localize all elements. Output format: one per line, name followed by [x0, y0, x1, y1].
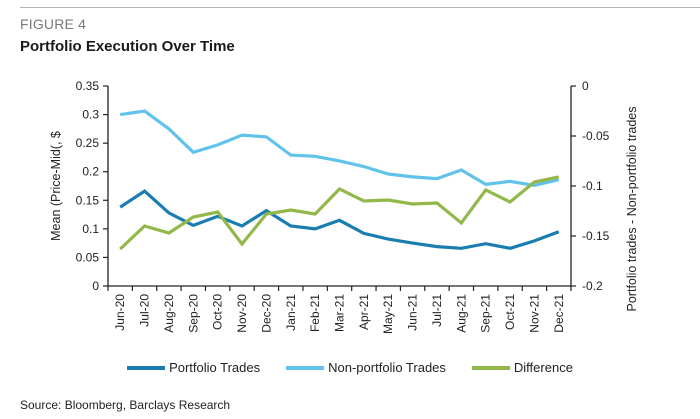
y-tick-label: 0.25	[76, 136, 100, 150]
y-axis-title: Mean (Price-Mid(, $	[49, 131, 63, 241]
y2-axis-title: Portfolio trades - Non-portfolio trades	[625, 107, 639, 312]
series-line-portfolio-trades	[119, 189, 560, 250]
x-tick-label: Sep-20	[186, 294, 200, 333]
x-tick-label: Mar-21	[333, 294, 347, 332]
series-line-non-portfolio-trades	[119, 109, 560, 188]
x-tick-label: Aug-21	[454, 294, 468, 333]
y-tick-label: 0.35	[76, 79, 100, 93]
x-tick-label: Jun-20	[113, 294, 127, 331]
legend-label-difference: Difference	[513, 360, 573, 375]
x-tick-label: Apr-21	[357, 294, 371, 330]
legend-item-portfolio: Portfolio Trades	[127, 360, 260, 375]
y2-tick-label: -0.05	[582, 129, 610, 143]
x-tick-label: Nov-20	[235, 294, 249, 333]
y2-tick-label: -0.2	[582, 279, 603, 293]
series-lines	[119, 109, 560, 251]
top-rule	[20, 7, 700, 8]
source-note: Source: Bloomberg, Barclays Research	[20, 398, 231, 412]
figure-label: FIGURE 4	[20, 16, 87, 32]
x-tick-label: Sep-21	[479, 294, 493, 333]
y-tick-label: 0.2	[82, 165, 99, 179]
legend-label-non-portfolio: Non-portfolio Trades	[328, 360, 446, 375]
y-tick-label: 0.05	[76, 250, 100, 264]
legend-swatch-difference	[471, 365, 510, 370]
y-tick-label: 0.3	[82, 108, 99, 122]
legend-item-difference: Difference	[471, 360, 573, 375]
x-tick-label: Feb-21	[308, 294, 322, 332]
x-tick-label: Aug-20	[162, 294, 176, 333]
series-line-difference	[119, 175, 560, 251]
chart-title: Portfolio Execution Over Time	[20, 38, 235, 55]
legend-swatch-non-portfolio	[286, 365, 325, 370]
y-tick-label: 0.1	[82, 222, 99, 236]
axis-labels: 0 0.05 0.1 0.15 0.2 0.25 0.3 0.35 -0.2 -0.15 -0.1 -…	[49, 79, 639, 334]
legend-label-portfolio: Portfolio Trades	[169, 360, 261, 375]
y-tick-label: 0.15	[76, 193, 100, 207]
y2-tick-label: -0.1	[582, 179, 603, 193]
x-tick-label: Jan-21	[284, 294, 298, 331]
axes	[103, 85, 576, 291]
x-tick-label: Dec-21	[552, 294, 566, 333]
x-tick-label: Oct-21	[503, 294, 517, 330]
legend-item-non-portfolio: Non-portfolio Trades	[286, 360, 446, 375]
x-tick-label: Jul-21	[430, 294, 444, 327]
x-tick-label: Dec-20	[259, 294, 273, 333]
x-tick-label: Oct-20	[211, 294, 225, 330]
y2-tick-label: 0	[582, 79, 589, 93]
x-tick-label: May-21	[381, 294, 395, 334]
x-tick-label: Jun-21	[406, 294, 420, 331]
legend-swatch-portfolio	[127, 365, 166, 370]
legend: Portfolio Trades Non-portfolio Trades Di…	[0, 360, 700, 375]
x-tick-label: Jul-20	[138, 294, 152, 327]
y2-tick-label: -0.15	[582, 229, 610, 243]
x-tick-label: Nov-21	[527, 294, 541, 333]
y-tick-label: 0	[92, 279, 99, 293]
